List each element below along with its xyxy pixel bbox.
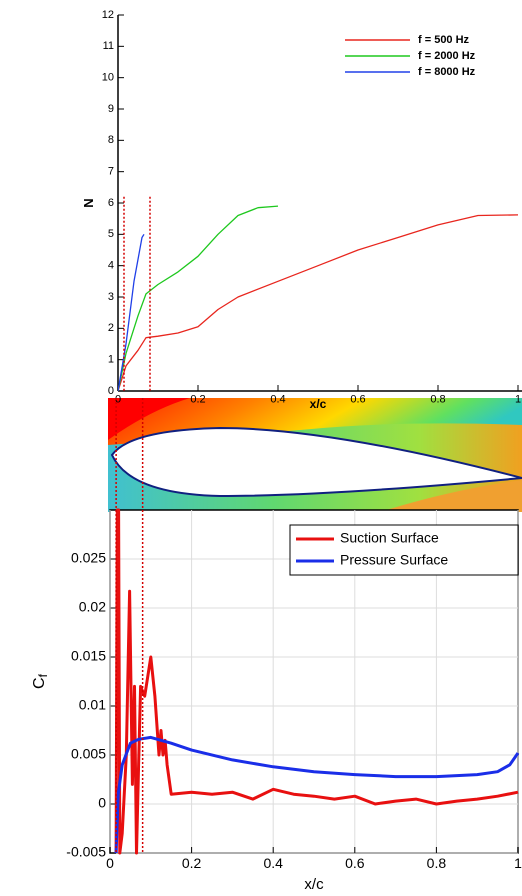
series-line <box>118 233 145 392</box>
y-axis-label-sub: f <box>36 673 50 677</box>
x-tick-label: 0.8 <box>427 855 447 871</box>
x-tick-label: 1 <box>515 394 521 406</box>
x-tick-label: 0.2 <box>182 855 202 871</box>
x-tick-label: 0 <box>115 394 121 406</box>
y-axis-label-main: C <box>31 677 48 689</box>
x-tick-label: 0.8 <box>430 394 445 406</box>
y-tick-label: -0.005 <box>66 844 106 860</box>
legend-label: Pressure Surface <box>340 552 448 568</box>
y-tick-label: 3 <box>108 291 114 303</box>
x-axis-label: x/c <box>310 397 327 411</box>
legend-label: f = 2000 Hz <box>418 50 476 62</box>
legend-label: Suction Surface <box>340 530 439 546</box>
x-tick-label: 0.4 <box>270 394 285 406</box>
legend-label: f = 8000 Hz <box>418 66 476 78</box>
series-line <box>114 735 520 854</box>
y-tick-label: 2 <box>108 322 114 334</box>
x-axis-label: x/c <box>304 876 324 893</box>
y-tick-label: 6 <box>108 197 114 209</box>
x-tick-label: 0 <box>106 855 114 871</box>
y-tick-label: 0 <box>98 795 106 811</box>
y-tick-label: 1 <box>108 354 114 366</box>
y-tick-label: 9 <box>108 103 114 115</box>
y-axis-label-main: N <box>81 198 96 207</box>
y-tick-label: 0.025 <box>71 550 106 566</box>
y-tick-label: 4 <box>108 260 114 272</box>
y-tick-label: 0.01 <box>79 697 106 713</box>
legend-box <box>289 524 519 576</box>
y-tick-label: 10 <box>102 72 114 84</box>
y-tick-label: 5 <box>108 228 114 240</box>
x-tick-label: 0.4 <box>263 855 283 871</box>
x-tick-label: 0.6 <box>350 394 365 406</box>
x-tick-label: 1 <box>514 855 522 871</box>
y-axis-label: N <box>81 198 96 207</box>
series-line <box>118 214 519 392</box>
contour-image <box>108 398 522 512</box>
y-tick-label: 11 <box>103 40 114 52</box>
legend-label: f = 500 Hz <box>418 34 470 46</box>
x-tick-label: 0.6 <box>345 855 365 871</box>
x-tick-label: 0.2 <box>190 394 205 406</box>
series-line <box>118 205 279 392</box>
y-axis-label: Cf <box>31 673 50 689</box>
y-tick-label: 0.02 <box>79 599 106 615</box>
y-tick-label: 12 <box>102 9 114 21</box>
y-tick-label: 0.005 <box>71 746 106 762</box>
series-line <box>114 508 519 855</box>
y-tick-label: 0 <box>108 385 114 397</box>
y-tick-label: 8 <box>108 134 114 146</box>
y-tick-label: 7 <box>108 166 114 178</box>
y-tick-label: 0.015 <box>71 648 106 664</box>
